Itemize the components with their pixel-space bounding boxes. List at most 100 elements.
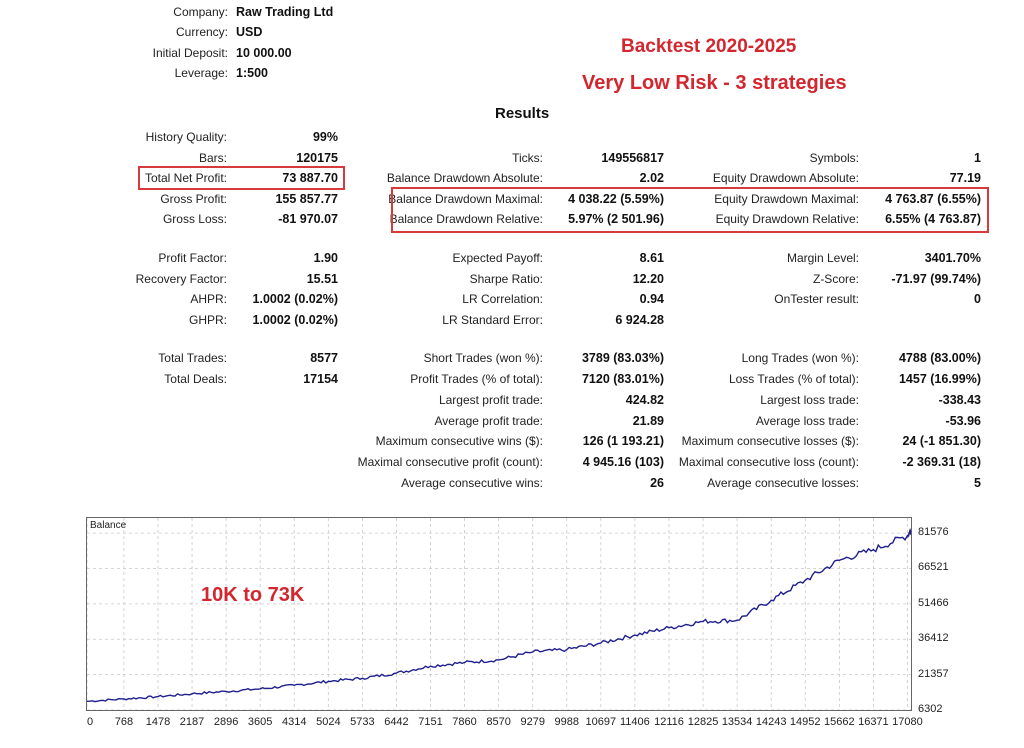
balance-drawdown-relative-label: Balance Drawdown Relative:	[389, 212, 543, 226]
balance-drawdown-relative-value: 5.97% (2 501.96)	[568, 212, 664, 226]
total-trades-label: Total Trades:	[158, 351, 227, 365]
balance-series-line	[86, 527, 912, 703]
average-consecutive-wins-label: Average consecutive wins:	[401, 476, 543, 490]
total-deals-label: Total Deals:	[164, 372, 227, 386]
max-consecutive-losses-value: 24 (-1 851.30)	[902, 434, 981, 448]
equity-drawdown-maximal-label: Equity Drawdown Maximal:	[714, 192, 859, 206]
long-trades-value: 4788 (83.00%)	[898, 351, 981, 365]
balance-chart-svg	[86, 518, 912, 711]
currency-label: Currency:	[175, 25, 228, 39]
long-trades-label: Long Trades (won %):	[741, 351, 859, 365]
x-tick-label: 14952	[789, 716, 821, 728]
history-quality-label: History Quality:	[145, 130, 227, 144]
max-consecutive-wins-label: Maximum consecutive wins ($):	[375, 434, 543, 448]
ahpr-label: AHPR:	[190, 292, 227, 306]
x-tick-label: 5733	[350, 716, 375, 728]
short-trades-label: Short Trades (won %):	[423, 351, 543, 365]
average-profit-trade-value: 21.89	[632, 414, 664, 428]
ghpr-value: 1.0002 (0.02%)	[252, 313, 338, 327]
x-tick-label: 4314	[281, 716, 307, 728]
average-consecutive-losses-value: 5	[974, 476, 981, 490]
lr-standard-error-value: 6 924.28	[615, 313, 664, 327]
x-tick-label: 10697	[585, 716, 617, 728]
largest-loss-trade-value: -338.43	[938, 393, 981, 407]
profit-factor-label: Profit Factor:	[158, 251, 227, 265]
y-tick-label: 6302	[918, 703, 943, 715]
x-tick-label: 6442	[384, 716, 409, 728]
x-tick-label: 9279	[520, 716, 545, 728]
recovery-factor-value: 15.51	[306, 272, 338, 286]
net-profit-highlight	[138, 166, 345, 190]
results-heading: Results	[495, 105, 550, 122]
x-tick-label: 7860	[452, 716, 477, 728]
company-value: Raw Trading Ltd	[236, 5, 334, 19]
recovery-factor-label: Recovery Factor:	[135, 272, 227, 286]
x-tick-label: 13534	[721, 716, 753, 728]
chart-annotation: 10K to 73K	[201, 584, 305, 606]
lr-correlation-label: LR Correlation:	[462, 292, 543, 306]
maximal-consecutive-profit-label: Maximal consecutive profit (count):	[357, 455, 543, 469]
total-trades-value: 8577	[310, 351, 338, 365]
total-net-profit-label: Total Net Profit:	[144, 171, 227, 185]
largest-profit-trade-label: Largest profit trade:	[438, 393, 543, 407]
leverage-value: 1:500	[236, 66, 268, 80]
z-score-value: -71.97 (99.74%)	[891, 272, 981, 286]
expected-payoff-value: 8.61	[639, 251, 664, 265]
symbols-label: Symbols:	[809, 151, 859, 165]
x-tick-label: 17080	[892, 716, 923, 728]
bars-label: Bars:	[198, 151, 227, 165]
balance-drawdown-maximal-value: 4 038.22 (5.59%)	[568, 192, 664, 206]
x-tick-label: 12825	[687, 716, 719, 728]
ontester-result-value: 0	[974, 292, 981, 306]
lr-standard-error-label: LR Standard Error:	[442, 313, 543, 327]
profit-factor-value: 1.90	[313, 251, 338, 265]
y-tick-label: 21357	[918, 667, 949, 680]
gross-profit-label: Gross Profit:	[160, 192, 227, 206]
gross-loss-label: Gross Loss:	[162, 212, 227, 226]
x-tick-label: 7151	[418, 716, 443, 728]
symbols-value: 1	[974, 151, 981, 165]
leverage-label: Leverage:	[174, 66, 228, 80]
balance-drawdown-absolute-label: Balance Drawdown Absolute:	[386, 171, 543, 185]
ontester-result-label: OnTester result:	[774, 292, 859, 306]
equity-drawdown-relative-value: 6.55% (4 763.87)	[885, 212, 981, 226]
largest-profit-trade-value: 424.82	[625, 393, 664, 407]
x-tick-label: 1478	[145, 716, 171, 728]
margin-level-label: Margin Level:	[786, 251, 859, 265]
profit-trades-label: Profit Trades (% of total):	[410, 372, 543, 386]
average-loss-trade-value: -53.96	[945, 414, 981, 428]
margin-level-value: 3401.70%	[924, 251, 981, 265]
ticks-label: Ticks:	[512, 151, 543, 165]
x-tick-label: 15662	[824, 716, 855, 728]
average-loss-trade-label: Average loss trade:	[755, 414, 859, 428]
loss-trades-label: Loss Trades (% of total):	[728, 372, 859, 386]
maximal-consecutive-profit-value: 4 945.16 (103)	[582, 455, 664, 469]
backtest-title: Backtest 2020-2025	[621, 36, 797, 57]
z-score-label: Z-Score:	[812, 272, 859, 286]
largest-loss-trade-label: Largest loss trade:	[760, 393, 859, 407]
x-tick-label: 768	[114, 716, 134, 728]
sharpe-ratio-value: 12.20	[632, 272, 664, 286]
y-tick-label: 81576	[918, 526, 949, 539]
x-tick-label: 11406	[620, 716, 650, 728]
equity-drawdown-absolute-label: Equity Drawdown Absolute:	[712, 171, 859, 185]
x-tick-label: 14243	[755, 716, 787, 728]
risk-title: Very Low Risk - 3 strategies	[582, 72, 847, 94]
max-consecutive-wins-value: 126 (1 193.21)	[582, 434, 664, 448]
y-tick-label: 36412	[918, 632, 949, 645]
maximal-consecutive-loss-label: Maximal consecutive loss (count):	[678, 455, 859, 469]
sharpe-ratio-label: Sharpe Ratio:	[469, 272, 543, 286]
loss-trades-value: 1457 (16.99%)	[898, 372, 981, 386]
total-deals-value: 17154	[303, 372, 338, 386]
y-tick-label: 66521	[918, 561, 949, 574]
ghpr-label: GHPR:	[188, 313, 227, 327]
maximal-consecutive-loss-value: -2 369.31 (18)	[902, 455, 981, 469]
lr-correlation-value: 0.94	[639, 292, 664, 306]
ticks-value: 149556817	[601, 151, 664, 165]
average-consecutive-wins-value: 26	[650, 476, 664, 490]
equity-drawdown-maximal-value: 4 763.87 (6.55%)	[885, 192, 981, 206]
balance-drawdown-maximal-label: Balance Drawdown Maximal:	[388, 192, 543, 206]
chart-title: Balance	[90, 520, 127, 531]
profit-trades-value: 7120 (83.01%)	[581, 372, 664, 386]
history-quality-value: 99%	[312, 130, 338, 144]
